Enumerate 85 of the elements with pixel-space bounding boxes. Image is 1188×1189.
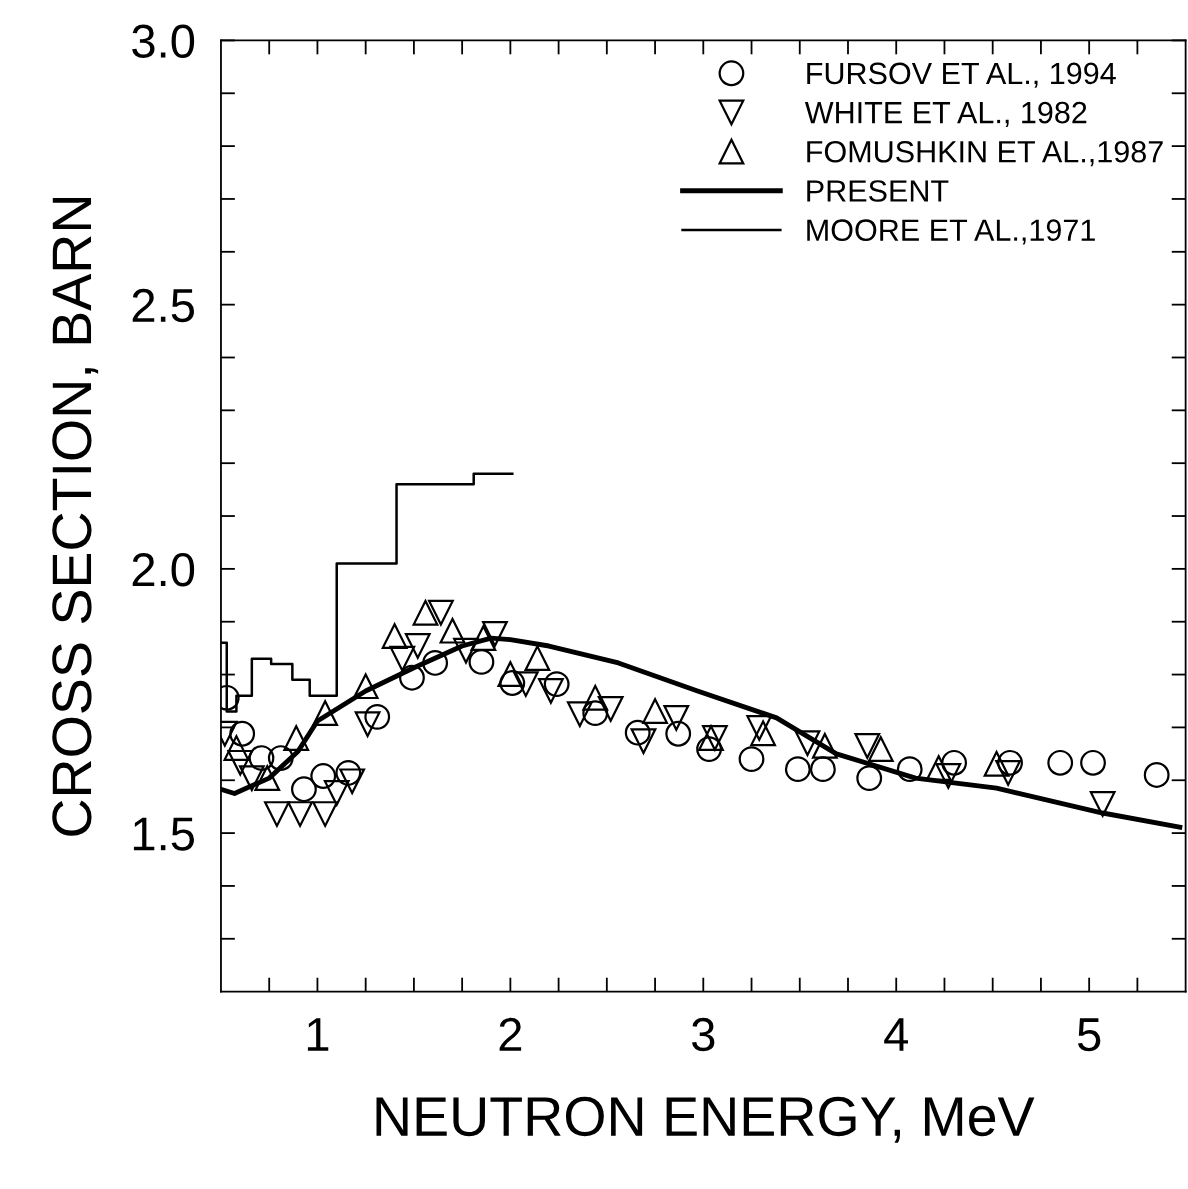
point (696, 736, 722, 762)
point (404, 633, 431, 659)
point (854, 732, 881, 759)
point (663, 704, 690, 731)
point (227, 749, 254, 776)
point (794, 730, 821, 757)
point (997, 749, 1023, 776)
point (543, 671, 570, 697)
point (254, 765, 281, 792)
point (323, 780, 350, 806)
point (427, 599, 454, 626)
x-tick-label: 4 (884, 1018, 908, 1051)
y-tick-label: 1.5 (133, 817, 194, 851)
point (453, 637, 479, 664)
point (264, 801, 290, 827)
point (229, 720, 256, 747)
point (665, 720, 692, 747)
point (422, 650, 449, 676)
y-axis-title: CROSS SECTION, BARN (52, 197, 99, 836)
point (497, 661, 524, 687)
point (856, 765, 883, 792)
point (925, 755, 952, 782)
y-tick-label: 2.0 (132, 553, 195, 587)
point (597, 695, 624, 722)
point (582, 684, 609, 711)
point (381, 623, 408, 649)
point (738, 746, 765, 773)
point (238, 765, 265, 792)
point (1143, 762, 1170, 788)
x-tick-label: 5 (1077, 1018, 1101, 1052)
point (312, 801, 339, 827)
point (499, 670, 526, 696)
point (811, 732, 838, 759)
point (283, 725, 310, 751)
point (267, 745, 294, 771)
legend-label: PRESENT (807, 180, 949, 202)
point (352, 673, 379, 700)
point (630, 728, 657, 755)
point (389, 645, 416, 672)
point (867, 736, 894, 762)
point (746, 715, 773, 741)
point (941, 749, 968, 776)
point (524, 645, 551, 672)
point (1089, 791, 1116, 817)
point (784, 756, 811, 783)
point (287, 801, 313, 827)
point (470, 625, 497, 652)
legend-label: MOORE ET AL.,1971 (807, 219, 1095, 245)
point (642, 698, 668, 724)
y-tick-label: 2.5 (132, 288, 194, 323)
point (896, 756, 923, 783)
point (223, 735, 250, 761)
point (935, 763, 962, 789)
point (354, 711, 381, 738)
point (364, 703, 391, 730)
point (291, 776, 317, 803)
legend-label: FOMUSHKIN ET AL.,1987 (807, 140, 1163, 167)
point (412, 599, 439, 626)
legend-label: FURSOV ET AL., 1994 (807, 62, 1116, 88)
point (582, 700, 609, 727)
point (566, 701, 593, 728)
point (468, 648, 495, 675)
legend-label: WHITE ET AL., 1982 (804, 101, 1087, 128)
point (339, 768, 366, 795)
point (310, 763, 337, 789)
point (810, 756, 836, 783)
point (983, 750, 1010, 777)
point (624, 719, 651, 746)
point (537, 678, 564, 704)
point (1080, 749, 1106, 776)
x-tick-label: 3 (691, 1017, 715, 1052)
point (512, 671, 539, 697)
point (1047, 749, 1074, 776)
point (995, 759, 1022, 786)
x-axis-title: NEUTRON ENERGY, MeV (376, 1096, 1035, 1143)
point (312, 700, 339, 727)
point (482, 620, 508, 647)
point (248, 745, 275, 771)
point (439, 617, 466, 644)
point (750, 720, 777, 747)
x-tick-label: 2 (499, 1017, 522, 1051)
point (335, 759, 362, 786)
point (399, 664, 425, 691)
y-tick-label: 3.0 (132, 24, 195, 58)
x-tick-label: 1 (307, 1018, 329, 1051)
